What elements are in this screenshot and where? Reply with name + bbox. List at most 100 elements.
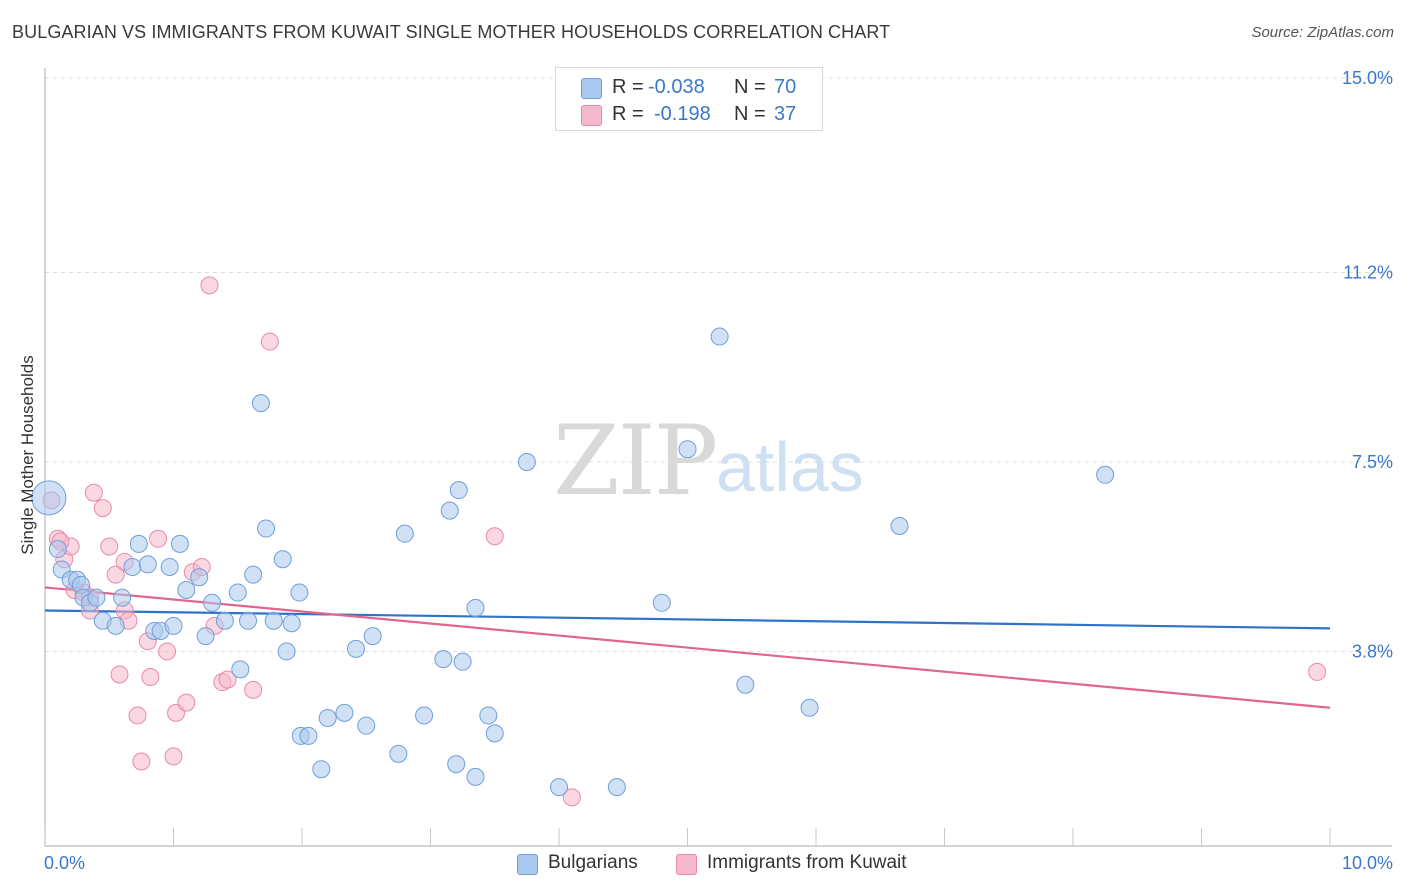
data-point-bulgarians — [277, 642, 296, 661]
legend-r-label: R = — [612, 103, 644, 125]
data-point-bulgarians — [138, 555, 157, 574]
data-point-bulgarians — [190, 568, 209, 587]
data-point-kuwait — [200, 276, 219, 295]
legend-label-kuwait: Immigrants from Kuwait — [707, 852, 907, 873]
correlation-legend: R = -0.038 N = 70 R = -0.198 N = 37 — [555, 67, 823, 131]
legend-n-label: N = — [734, 76, 766, 98]
data-point-bulgarians — [318, 709, 337, 727]
y-tick-label: 11.2% — [1343, 263, 1393, 283]
data-point-bulgarians — [228, 583, 247, 602]
data-point-bulgarians — [346, 639, 365, 658]
series-immigrants-from-kuwait — [42, 276, 1327, 807]
gridlines — [45, 77, 1392, 652]
tick-labels: 3.8% 7.5% 11.2% 15.0% 0.0% 10.0% — [44, 68, 1393, 873]
x-tick-label: 10.0% — [1342, 853, 1393, 873]
legend-row-bulgarians: R = -0.038 N = 70 — [556, 75, 822, 101]
data-point-bulgarians — [890, 517, 909, 535]
data-point-bulgarians — [244, 565, 263, 584]
data-point-bulgarians — [160, 557, 179, 576]
data-point-bulgarians — [231, 660, 250, 679]
data-point-kuwait — [149, 529, 168, 548]
trendline-bulgarians — [44, 609, 1331, 630]
y-tick-label: 3.8% — [1352, 641, 1393, 661]
watermark-atlas: atlas — [716, 428, 864, 506]
data-point-bulgarians — [273, 550, 292, 569]
data-point-kuwait — [177, 693, 196, 712]
data-point-kuwait — [110, 665, 129, 684]
data-point-kuwait — [260, 332, 279, 351]
data-point-bulgarians — [415, 706, 434, 725]
data-point-bulgarians — [215, 611, 234, 630]
data-point-bulgarians — [466, 598, 485, 617]
legend-r-value: -0.198 — [654, 103, 711, 125]
y-tick-label: 7.5% — [1352, 452, 1393, 472]
data-point-bulgarians — [290, 583, 309, 602]
legend-swatch-blue — [581, 78, 602, 99]
legend-n-label: N = — [734, 103, 766, 125]
series-bulgarians — [31, 327, 1115, 797]
data-point-bulgarians — [710, 327, 729, 346]
data-point-bulgarians — [48, 540, 67, 559]
data-point-kuwait — [128, 706, 147, 725]
legend-swatch-pink — [676, 854, 697, 875]
data-point-bulgarians — [170, 534, 189, 553]
data-point-bulgarians — [453, 652, 472, 671]
y-axis-label: Single Mother Households — [18, 355, 37, 555]
data-point-kuwait — [84, 483, 103, 502]
data-point-bulgarians — [485, 724, 504, 743]
data-point-kuwait — [93, 499, 112, 518]
data-point-bulgarians — [479, 706, 498, 725]
data-point-bulgarians — [466, 767, 485, 786]
data-point-kuwait — [244, 680, 263, 699]
legend-r-value: -0.038 — [648, 76, 705, 98]
watermark-zip: ZIP — [553, 405, 718, 517]
data-point-bulgarians — [31, 480, 67, 516]
x-tick-label: 0.0% — [44, 853, 85, 873]
data-point-bulgarians — [434, 650, 453, 669]
data-point-bulgarians — [607, 778, 626, 797]
source-label: Source: ZipAtlas.com — [1251, 24, 1394, 41]
legend-n-value: 70 — [774, 76, 797, 98]
data-point-bulgarians — [87, 588, 106, 607]
data-point-bulgarians — [449, 481, 468, 500]
data-point-bulgarians — [299, 726, 318, 745]
data-point-bulgarians — [282, 614, 301, 633]
data-point-kuwait — [106, 565, 125, 584]
data-point-bulgarians — [164, 616, 183, 635]
data-point-bulgarians — [177, 581, 196, 599]
data-point-bulgarians — [800, 698, 819, 717]
data-point-bulgarians — [440, 501, 459, 520]
chart-title: BULGARIAN VS IMMIGRANTS FROM KUWAIT SING… — [12, 22, 891, 42]
data-point-bulgarians — [395, 524, 414, 543]
data-point-bulgarians — [239, 611, 258, 630]
data-point-bulgarians — [517, 453, 536, 471]
data-point-bulgarians — [123, 557, 142, 576]
legend-label-bulgarians: Bulgarians — [548, 852, 638, 873]
legend-swatch-pink — [581, 105, 602, 126]
axes — [44, 68, 1392, 847]
data-point-bulgarians — [389, 744, 408, 763]
data-point-bulgarians — [312, 760, 331, 779]
data-point-bulgarians — [678, 440, 697, 459]
data-point-kuwait — [562, 788, 581, 807]
data-point-bulgarians — [106, 616, 125, 635]
data-point-bulgarians — [251, 394, 270, 413]
legend-r-label: R = — [612, 76, 644, 98]
data-point-bulgarians — [736, 675, 755, 694]
y-tick-label: 15.0% — [1342, 68, 1393, 88]
data-point-bulgarians — [264, 611, 283, 630]
data-point-bulgarians — [113, 588, 132, 607]
data-point-bulgarians — [129, 534, 148, 553]
data-point-bulgarians — [363, 627, 382, 646]
data-point-bulgarians — [550, 778, 568, 797]
data-point-kuwait — [132, 752, 151, 771]
data-point-kuwait — [1308, 662, 1327, 681]
data-point-bulgarians — [335, 703, 354, 722]
data-point-kuwait — [141, 668, 160, 687]
trendline-kuwait — [44, 586, 1331, 709]
legend-row-kuwait: R = -0.198 N = 37 — [556, 102, 822, 128]
trend-lines — [44, 586, 1331, 709]
data-point-bulgarians — [652, 593, 671, 612]
data-point-bulgarians — [1096, 465, 1115, 484]
